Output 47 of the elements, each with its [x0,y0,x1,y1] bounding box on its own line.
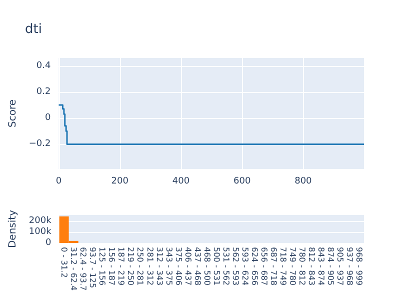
y-axis-title: Score [8,99,18,128]
x-tick-label: 593 - 624 [240,247,250,286]
x-tick-label: 0 [56,176,62,186]
x-tick-label: 437 - 468 [192,247,202,286]
x-tick-label: 749 - 780 [288,247,298,286]
x-tick-label: 780 - 812 [298,247,307,286]
x-tick-label: 800 [294,176,312,186]
x-tick-label: 718 - 749 [278,247,288,286]
x-tick-label: 125 - 156 [98,247,107,286]
x-tick-label: 31.2 - 62.4 [69,247,78,291]
x-tick-label: 624 - 656 [250,247,259,286]
x-tick-label: 968 - 999 [354,247,364,286]
x-tick-label: 843 - 874 [316,247,326,286]
x-tick-label: 562 - 593 [230,247,240,286]
x-tick-label: 656 - 687 [260,247,269,286]
x-tick-label: 200 [111,176,129,186]
x-tick-label: 312 - 343 [154,247,164,286]
chart-title: dti [25,22,42,37]
x-tick-label: 219 - 250 [126,247,136,286]
y-tick-label: 200k [28,216,52,226]
x-tick-label: 531 - 562 [221,247,230,286]
x-tick-label: 905 - 937 [336,247,345,286]
x-tick-label: 406 - 437 [183,247,192,286]
x-tick-label: 687 - 718 [269,247,278,286]
y-tick-label: 0.2 [36,86,51,97]
x-tick-label: 937 - 968 [345,247,354,286]
x-tick-label: 600 [233,176,251,186]
x-tick-label: 93.7 - 125 [88,247,98,288]
x-tick-label: 156 - 187 [107,247,116,286]
y-tick-label: 100k [28,227,52,238]
x-tick-label: 250 - 281 [136,247,145,286]
y-tick-label: 0 [46,238,52,248]
x-tick-label: 874 - 905 [326,247,336,286]
x-tick-label: 400 [172,176,190,186]
y-axis-title: Density [8,210,18,248]
x-tick-label: 343 - 375 [164,247,174,286]
x-tick-label: 812 - 843 [307,247,316,286]
x-tick-label: 0 - 31.2 [60,247,69,278]
y-tick-label: 0 [45,113,52,124]
x-tick-label: 500 - 531 [212,247,221,286]
x-tick-label: 62.4 - 93.7 [78,247,88,291]
y-tick-label: −0.2 [28,139,51,150]
y-tick-label: 0.4 [36,60,52,71]
x-tick-label: 187 - 219 [116,247,126,286]
x-tick-label: 281 - 312 [145,247,154,286]
x-tick-label: 468 - 500 [202,247,212,286]
x-tick-label: 375 - 406 [174,247,183,286]
